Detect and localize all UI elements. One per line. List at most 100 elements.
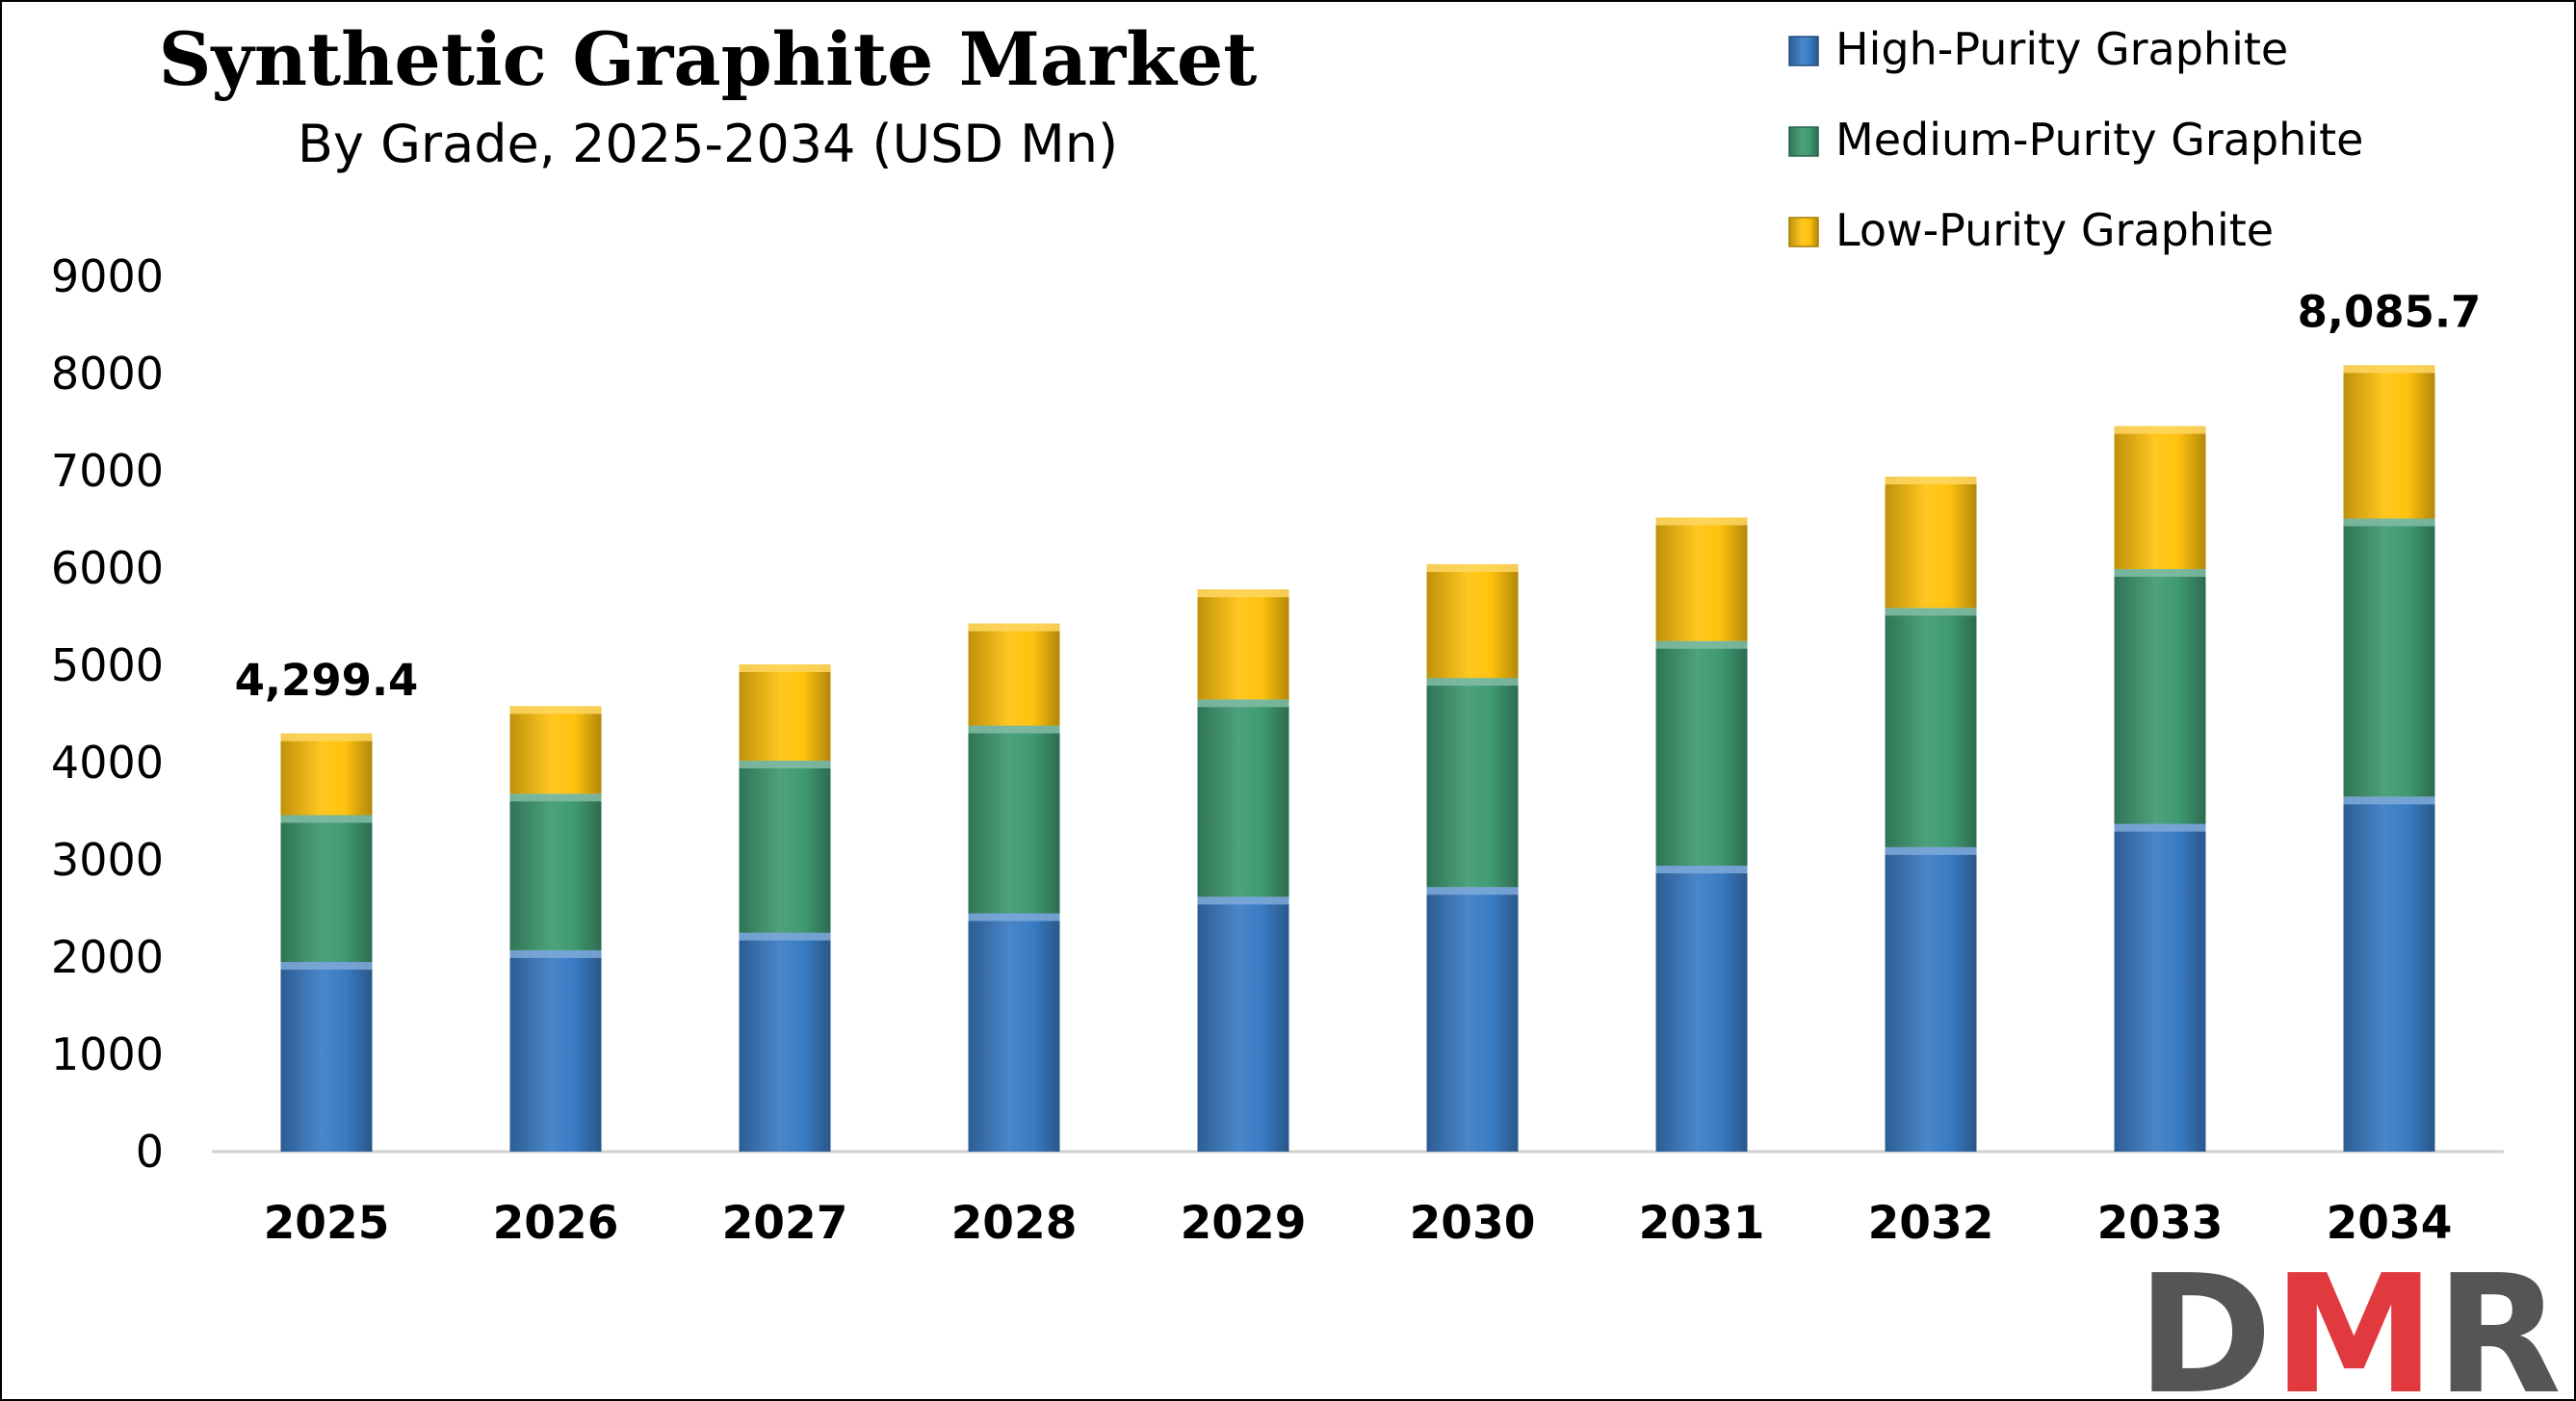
dmr-logo: DMR [2137,1240,2562,1401]
bar-low-purity-graphite-2029 [1197,589,1289,700]
bar-cap-high-purity-graphite-2031 [1655,866,1748,874]
bar-cap-low-purity-graphite-2026 [509,706,602,714]
bar-cap-medium-purity-graphite-2034 [2343,518,2435,527]
y-tick-label: 5000 [51,639,164,691]
bar-medium-purity-graphite-2033 [2114,569,2206,824]
y-tick-label: 4000 [51,737,164,789]
bar-low-purity-graphite-2028 [968,623,1060,726]
bar-cap-low-purity-graphite-2027 [739,663,831,672]
y-tick-label: 2000 [51,931,164,983]
bar-cap-medium-purity-graphite-2026 [509,793,602,802]
bar-low-purity-graphite-2034 [2343,365,2435,519]
logo-letter: R [2435,1240,2562,1401]
bar-cap-high-purity-graphite-2025 [280,962,373,971]
bar-low-purity-graphite-2031 [1655,517,1748,641]
legend-label-medium-purity: Medium-Purity Graphite [1835,114,2363,166]
bar-high-purity-graphite-2031 [1655,866,1748,1152]
x-tick-label-2027: 2027 [722,1197,848,1250]
legend-label-high-purity: High-Purity Graphite [1835,23,2288,75]
data-label-2025: 4,299.4 [235,655,419,706]
bar-cap-low-purity-graphite-2030 [1426,563,1519,572]
bar-cap-high-purity-graphite-2027 [739,932,831,941]
bar-high-purity-graphite-2032 [1885,846,1977,1152]
bar-low-purity-graphite-2030 [1426,563,1519,679]
bar-cap-medium-purity-graphite-2028 [968,725,1060,734]
bar-medium-purity-graphite-2027 [739,760,831,933]
bar-cap-high-purity-graphite-2033 [2114,823,2206,832]
bar-high-purity-graphite-2029 [1197,896,1289,1152]
bar-high-purity-graphite-2030 [1426,887,1519,1152]
bar-low-purity-graphite-2032 [1885,477,1977,609]
bar-cap-low-purity-graphite-2033 [2114,426,2206,434]
x-tick-label-2028: 2028 [951,1197,1078,1250]
x-tick-label-2032: 2032 [1868,1197,1994,1250]
bar-cap-high-purity-graphite-2030 [1426,887,1519,895]
bar-low-purity-graphite-2033 [2114,426,2206,570]
y-tick-label: 8000 [51,348,164,400]
logo-letter: M [2273,1240,2435,1401]
bar-medium-purity-graphite-2026 [509,793,602,950]
bar-medium-purity-graphite-2032 [1885,608,1977,847]
bar-low-purity-graphite-2027 [739,663,831,761]
x-tick-label-2029: 2029 [1181,1197,1307,1250]
bar-cap-low-purity-graphite-2032 [1885,477,1977,485]
bar-low-purity-graphite-2026 [509,706,602,794]
x-tick-label-2030: 2030 [1410,1197,1536,1250]
bar-high-purity-graphite-2027 [739,932,831,1152]
bar-medium-purity-graphite-2030 [1426,678,1519,888]
logo-letter: D [2137,1240,2273,1401]
legend: High-Purity Graphite Medium-Purity Graph… [1788,23,2363,256]
legend-label-low-purity: Low-Purity Graphite [1835,204,2274,256]
y-axis: 0 1000 2000 3000 4000 5000 6000 7000 8000 9000 [51,250,164,1178]
bar-cap-medium-purity-graphite-2030 [1426,678,1519,687]
data-label-2034: 8,085.7 [2298,286,2482,337]
bar-cap-low-purity-graphite-2034 [2343,365,2435,374]
bar-cap-low-purity-graphite-2025 [280,733,373,741]
bar-cap-low-purity-graphite-2029 [1197,589,1289,598]
legend-swatch-high-purity [1788,36,1819,66]
bar-cap-high-purity-graphite-2034 [2343,796,2435,805]
y-tick-label: 1000 [51,1028,164,1080]
bar-cap-medium-purity-graphite-2032 [1885,608,1977,616]
bar-cap-high-purity-graphite-2032 [1885,846,1977,855]
logo-text: DMR [2137,1240,2562,1401]
x-tick-label-2033: 2033 [2097,1197,2224,1250]
bar-cap-high-purity-graphite-2029 [1197,896,1289,905]
bar-cap-high-purity-graphite-2026 [509,949,602,958]
legend-swatch-medium-purity [1788,126,1819,157]
bar-cap-low-purity-graphite-2031 [1655,517,1748,526]
bar-cap-high-purity-graphite-2028 [968,913,1060,921]
bar-cap-medium-purity-graphite-2029 [1197,699,1289,708]
bar-cap-medium-purity-graphite-2025 [280,815,373,823]
y-tick-label: 7000 [51,445,164,497]
bar-medium-purity-graphite-2025 [280,815,373,963]
bar-low-purity-graphite-2025 [280,733,373,816]
legend-swatch-low-purity [1788,217,1819,247]
x-axis: 2025 2026 2027 2028 2029 2030 2031 2032 2033 2034 [264,1197,2453,1250]
bar-cap-medium-purity-graphite-2031 [1655,640,1748,649]
x-tick-label-2031: 2031 [1639,1197,1765,1250]
bar-cap-medium-purity-graphite-2033 [2114,569,2206,578]
bar-medium-purity-graphite-2031 [1655,640,1748,867]
x-tick-label-2025: 2025 [264,1197,390,1250]
chart-title: Synthetic Graphite Market [159,16,1258,102]
y-tick-label: 6000 [51,542,164,594]
bar-high-purity-graphite-2034 [2343,796,2435,1152]
bar-medium-purity-graphite-2028 [968,725,1060,914]
y-tick-label: 0 [136,1126,164,1178]
chart-subtitle: By Grade, 2025-2034 (USD Mn) [298,114,1118,174]
x-tick-label-2026: 2026 [493,1197,619,1250]
bar-cap-low-purity-graphite-2028 [968,623,1060,632]
data-labels: 4,299.4 8,085.7 [235,286,2482,705]
bar-high-purity-graphite-2026 [509,949,602,1152]
bar-medium-purity-graphite-2034 [2343,518,2435,797]
bar-cap-medium-purity-graphite-2027 [739,760,831,768]
bar-medium-purity-graphite-2029 [1197,699,1289,897]
bar-high-purity-graphite-2028 [968,913,1060,1152]
y-tick-label: 3000 [51,834,164,886]
y-tick-label: 9000 [51,250,164,302]
bars [280,365,2435,1152]
bar-high-purity-graphite-2033 [2114,823,2206,1152]
x-tick-label-2034: 2034 [2327,1197,2453,1250]
